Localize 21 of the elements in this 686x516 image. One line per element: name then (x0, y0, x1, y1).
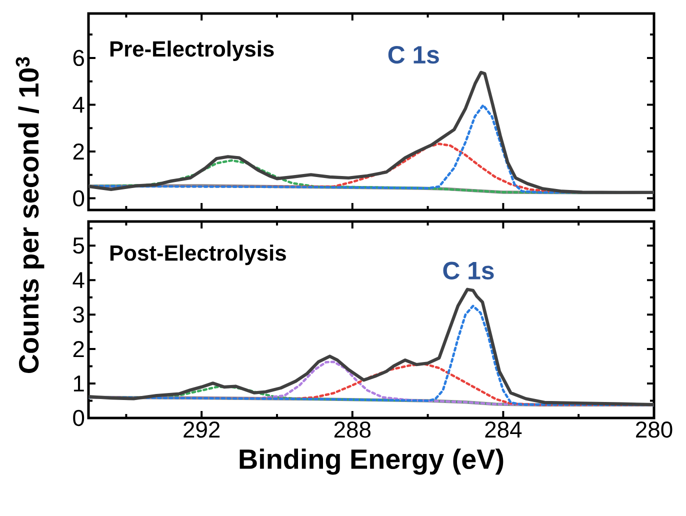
text: Post-Electrolysis (110, 244, 286, 266)
y-tick-label: 5 (73, 238, 84, 254)
text: Pre-Electrolysis (110, 40, 274, 62)
x-axis-title: Binding Energy (eV) (240, 448, 504, 475)
y-tick-label: 2 (73, 144, 84, 160)
y-tick-label: 0 (73, 410, 84, 426)
y-tick-label: 0 (73, 190, 84, 206)
y-tick-label: 3 (73, 306, 84, 323)
y-axis-title: Counts per second / 10$^{3}$ (16, 57, 44, 373)
y-tick-label: 4 (72, 272, 84, 288)
x-tick-label: 284 (485, 422, 522, 438)
y-tick-label: 6 (73, 50, 84, 66)
y-tick-label: 1 (74, 376, 84, 392)
y-tick-label: 4 (72, 96, 84, 113)
x-tick-label: 292 (184, 422, 220, 438)
annotation: C 1s (443, 262, 494, 280)
x-tick-label: 280 (636, 422, 672, 438)
annotation: C 1s (388, 46, 439, 64)
line-series (88, 70, 654, 194)
y-tick-label: 2 (73, 341, 84, 358)
x-tick-label: 288 (334, 422, 371, 438)
